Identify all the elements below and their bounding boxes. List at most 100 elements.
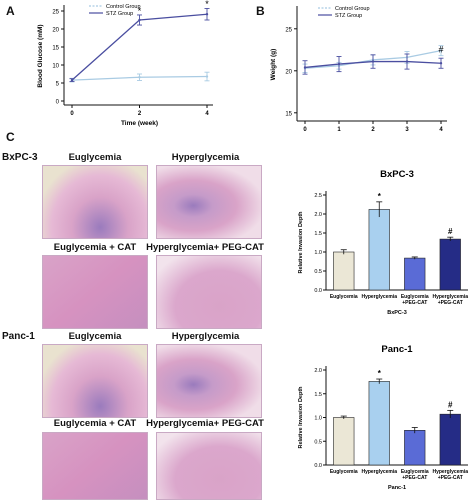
x-tick-label: Hyperglycemia +PEG-CAT <box>432 469 468 481</box>
x-tick-label: 3 <box>405 127 409 133</box>
x-axis-label: BxPC-3 <box>387 310 407 316</box>
data-point <box>439 49 443 52</box>
y-tick-label: 1.0 <box>314 416 322 422</box>
data-point <box>138 18 141 22</box>
legend-label: Control Group <box>106 4 141 10</box>
y-axis-label: Relative Invasion Depth <box>298 211 304 274</box>
data-point <box>303 66 307 69</box>
y-tick-label: 0.5 <box>314 269 322 275</box>
data-point <box>70 78 74 82</box>
y-tick-label: 1.0 <box>314 250 322 256</box>
label-euglycemia-cat-2: Euglycemia + CAT <box>53 418 137 429</box>
panc1-invasion-bar-chart: Panc-1 0.0 0.5 1.0 1.5 2.0 Relative Invasion D… <box>298 344 468 491</box>
micrograph-bxpc3-euglycemia-cat <box>42 255 148 329</box>
bar-1 <box>368 381 390 466</box>
data-point <box>439 62 443 65</box>
legend-label: STZ Group <box>335 13 362 19</box>
x-tick-label: 2 <box>138 111 142 117</box>
legend-label: Control Group <box>335 6 370 12</box>
y-tick-label: 10 <box>52 64 59 70</box>
y-tick-label: 15 <box>52 46 59 52</box>
bar-0 <box>333 251 355 291</box>
x-axis-label: Panc-1 <box>388 485 406 491</box>
y-tick-label: 20 <box>52 28 59 34</box>
bxpc3-invasion-bar-chart: BxPC-3 0.0 0.5 1.0 1.5 2.0 2.5 Relative Invasio… <box>298 169 468 316</box>
x-tick-label: 1 <box>337 127 341 133</box>
y-tick-label: 20 <box>285 69 292 75</box>
row-label-bxpc3: BxPC-3 <box>2 152 38 163</box>
significance-marker: # <box>448 227 453 236</box>
data-point <box>405 60 409 63</box>
x-tick-label: Euglycemia +PEG-CAT <box>401 294 429 306</box>
bar-3 <box>439 238 461 291</box>
bar-2 <box>404 430 426 466</box>
data-point <box>337 62 341 66</box>
data-point <box>205 75 209 78</box>
micrograph-bxpc3-hyperglycemia-peg-cat <box>156 255 262 329</box>
micrograph-panc1-euglycemia <box>42 344 148 418</box>
y-tick-label: 25 <box>285 27 292 33</box>
bar-0 <box>333 417 355 466</box>
micrograph-panc1-euglycemia-cat <box>42 432 148 500</box>
y-tick-label: 2.0 <box>314 212 322 218</box>
y-tick-label: 1.5 <box>314 231 322 237</box>
panel-letter-c: C <box>6 130 15 144</box>
y-tick-label: 15 <box>285 111 292 117</box>
significance-marker: # <box>448 400 453 409</box>
x-tick-label: Hyperglycemia <box>361 294 397 300</box>
y-tick-label: 1.5 <box>314 392 322 398</box>
y-tick-label: 0.0 <box>314 463 322 469</box>
weight-line-chart: 15202501234Time (week)Weight (g)Control … <box>270 6 447 133</box>
y-tick-label: 2.0 <box>314 368 322 374</box>
y-axis-label: Relative Invasion Depth <box>298 386 304 449</box>
y-tick-label: 0.0 <box>314 288 322 294</box>
label-hyperglycemia-2: Hyperglycemia <box>171 331 240 342</box>
significance-marker: * <box>205 0 209 9</box>
row-label-panc1: Panc-1 <box>2 331 35 342</box>
bar-1 <box>368 209 390 291</box>
micrograph-panc1-hyperglycemia <box>156 344 262 418</box>
data-point <box>205 13 209 16</box>
label-hyperglycemia-1: Hyperglycemia <box>171 152 240 163</box>
x-tick-label: Hyperglycemia +PEG-CAT <box>432 294 468 306</box>
micrograph-panc1-hyperglycemia-peg-cat <box>156 432 262 500</box>
data-point <box>371 60 375 63</box>
significance-marker: * <box>378 369 382 378</box>
label-hyperglycemia-peg-cat-1: Hyperglycemia+ PEG-CAT <box>146 242 264 253</box>
panel-letter-b: B <box>256 4 265 18</box>
y-tick-label: 0 <box>56 100 60 106</box>
legend-label: STZ Group <box>106 11 133 17</box>
y-axis-label: Weight (g) <box>270 49 277 81</box>
x-tick-label: Euglycemia +PEG-CAT <box>401 469 429 481</box>
y-tick-label: 25 <box>52 10 59 16</box>
x-tick-label: 4 <box>439 127 443 133</box>
blood-glucose-line-chart: 0 5 10 15 20 25 0 2 4 Time (week) Blood Glucose (m… <box>37 0 213 127</box>
bar-2 <box>404 257 426 291</box>
chart-title: BxPC-3 <box>380 169 414 180</box>
significance-marker: # <box>438 44 443 54</box>
x-axis-label: Time (week) <box>121 120 158 127</box>
x-tick-label: Hyperglycemia <box>361 469 397 475</box>
label-hyperglycemia-peg-cat-2: Hyperglycemia+ PEG-CAT <box>146 418 264 429</box>
x-tick-label: 2 <box>371 127 375 133</box>
x-tick-label: 0 <box>303 127 307 133</box>
y-tick-label: 2.5 <box>314 193 322 199</box>
significance-marker: * <box>378 192 382 201</box>
x-tick-label: 0 <box>70 111 74 117</box>
label-euglycemia-2: Euglycemia <box>68 331 122 342</box>
x-tick-label: Euglycemia <box>330 294 358 300</box>
label-euglycemia-cat-1: Euglycemia + CAT <box>53 242 137 253</box>
y-axis-label: Blood Glucose (mM) <box>37 24 44 87</box>
micrograph-bxpc3-euglycemia <box>42 165 148 239</box>
chart-title: Panc-1 <box>381 344 413 355</box>
y-tick-label: 0.5 <box>314 439 322 445</box>
significance-marker: * <box>138 6 142 16</box>
panel-letter-a: A <box>6 4 15 18</box>
x-tick-label: Euglycemia <box>330 469 358 475</box>
y-tick-label: 5 <box>56 82 60 88</box>
label-euglycemia-1: Euglycemia <box>68 152 122 163</box>
bar-3 <box>439 413 461 466</box>
data-point <box>138 76 141 79</box>
micrograph-bxpc3-hyperglycemia <box>156 165 262 239</box>
x-tick-label: 4 <box>205 111 209 117</box>
